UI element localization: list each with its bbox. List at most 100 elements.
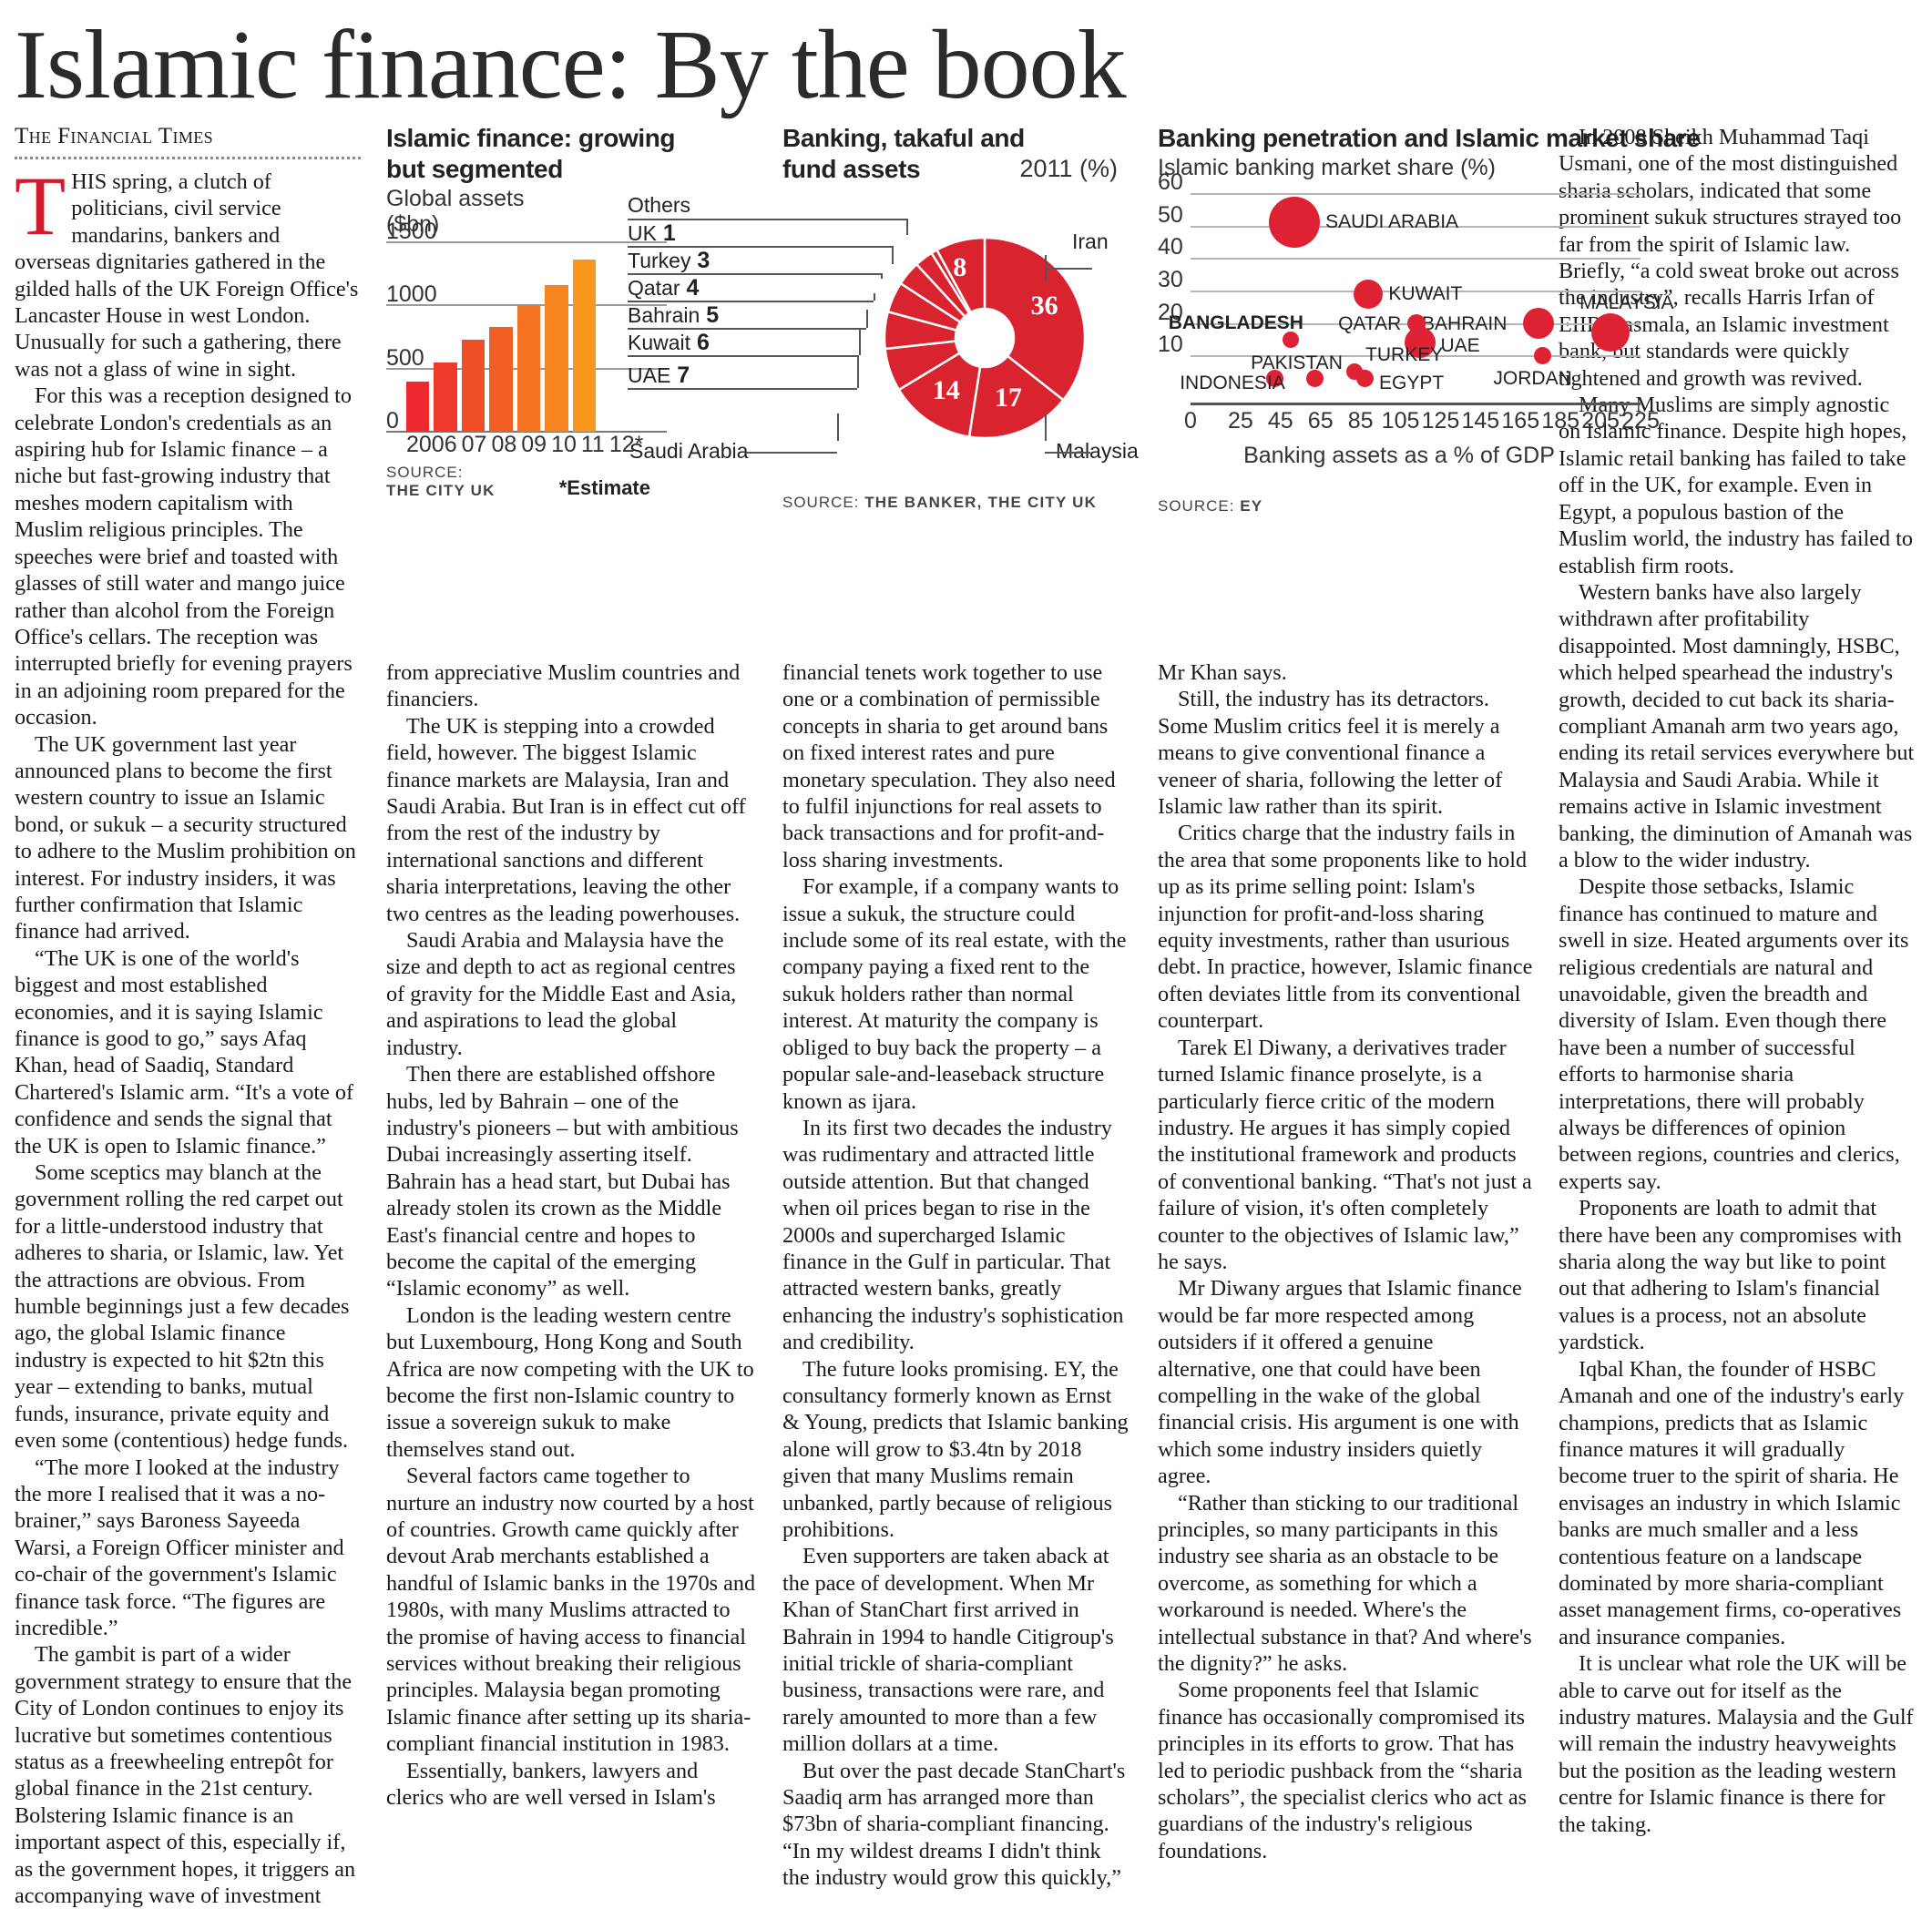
scatter-bubble[interactable] bbox=[1282, 331, 1299, 348]
scatter-point-label: TURKEY bbox=[1365, 344, 1444, 366]
scatter-point-label: KUWAIT bbox=[1388, 282, 1463, 304]
pie-leader-line bbox=[906, 219, 908, 235]
article-paragraph: “The UK is one of the world's biggest an… bbox=[15, 945, 354, 1159]
scatter-x-tick: 25 bbox=[1227, 408, 1253, 434]
pie-callout-value: 5 bbox=[700, 302, 720, 328]
bar-chart-bar[interactable] bbox=[434, 362, 457, 432]
bar-chart-x-tick: 11 bbox=[580, 432, 605, 457]
scatter-x-tick: 65 bbox=[1307, 408, 1334, 434]
pie-chart-title-line2: fund assets bbox=[782, 155, 921, 183]
bar-chart-y-tick: 500 bbox=[386, 344, 424, 371]
pie-leader-line bbox=[866, 310, 868, 328]
pie-slice[interactable] bbox=[967, 354, 1066, 440]
bar-chart-subtitle-line2: ($bn) bbox=[386, 211, 440, 237]
pie-callout: Kuwait 6 bbox=[628, 330, 710, 356]
bar-chart-x-axis: 2006 07 08 09 10 11 12* bbox=[386, 432, 643, 458]
pie-callout-label: UK bbox=[628, 221, 657, 245]
scatter-gridline bbox=[1191, 291, 1641, 292]
scatter-source-label: SOURCE: bbox=[1158, 497, 1235, 515]
scatter-bubble[interactable] bbox=[1405, 327, 1436, 359]
bar-chart-bars bbox=[406, 242, 596, 432]
scatter-chart-ylabel: Islamic banking market share (%) bbox=[1158, 155, 1496, 180]
pie-callout: Saudi Arabia bbox=[629, 439, 749, 463]
scatter-x-tick: 105 bbox=[1381, 408, 1420, 434]
bar-chart-plot: 1500 1000 500 0 bbox=[386, 219, 667, 434]
article-paragraph: “The more I looked at the industry the m… bbox=[15, 1455, 344, 1640]
scatter-point-label: PAKISTAN bbox=[1251, 352, 1343, 374]
scatter-x-tick: 125 bbox=[1421, 408, 1460, 434]
bar-chart-bar[interactable] bbox=[545, 285, 568, 432]
pie-chart-svg bbox=[883, 236, 1087, 440]
pie-callout: Others bbox=[628, 193, 690, 218]
pie-callout: Bahrain 5 bbox=[628, 302, 719, 329]
bar-chart-bar[interactable] bbox=[461, 339, 486, 432]
article-paragraph: Saudi Arabia and Malaysia have the size … bbox=[386, 928, 737, 1060]
pie-callout-label: UAE bbox=[628, 363, 671, 387]
pie-leader-line bbox=[1045, 413, 1047, 441]
article-paragraph: Some sceptics may blanch at the governme… bbox=[15, 1160, 350, 1454]
pie-callout-value: 3 bbox=[690, 248, 710, 273]
pie-leader-line bbox=[892, 246, 894, 264]
scatter-chart-source: SOURCE: EY bbox=[1158, 497, 1559, 516]
scatter-chart-plot: 10 20 30 40 50 60 0 25 45 65 85 105 125 145 165 185 205 2… bbox=[1158, 169, 1674, 468]
scatter-y-tick: 20 bbox=[1158, 299, 1183, 325]
scatter-x-tick: 145 bbox=[1461, 408, 1500, 434]
article-paragraph: The future looks promising. EY, the cons… bbox=[782, 1356, 1129, 1542]
pie-slice-value: 36 bbox=[1030, 290, 1058, 321]
scatter-bubble[interactable] bbox=[1265, 369, 1283, 387]
bar-chart-x-tick: 08 bbox=[491, 432, 517, 457]
pie-slice[interactable] bbox=[897, 351, 982, 439]
scatter-bubble[interactable] bbox=[1305, 369, 1324, 387]
pie-source-label: SOURCE: bbox=[782, 494, 860, 511]
pie-slice[interactable] bbox=[983, 236, 1087, 402]
scatter-bubble[interactable] bbox=[1269, 197, 1321, 249]
bar-chart-x-tick: 07 bbox=[461, 432, 487, 457]
pie-leader-line bbox=[746, 452, 837, 454]
bar-chart-bar[interactable] bbox=[406, 381, 430, 432]
pie-leader-line bbox=[837, 413, 839, 441]
scatter-point-label: EGYPT bbox=[1379, 373, 1445, 394]
bar-chart-bar[interactable] bbox=[572, 260, 596, 432]
article-paragraph: Mr Diwany argues that Islamic finance wo… bbox=[1158, 1276, 1522, 1489]
scatter-bubble[interactable] bbox=[1523, 307, 1555, 339]
pie-callout-label: Qatar bbox=[628, 276, 680, 300]
pie-callout: UAE 7 bbox=[628, 362, 690, 389]
pie-callout-value: 6 bbox=[690, 330, 710, 355]
article-paragraph: financial tenets work together to use on… bbox=[782, 660, 1116, 873]
column-4: Mr Khan says. Still, the industry has it… bbox=[1158, 659, 1559, 1864]
pie-slice-value: 17 bbox=[994, 382, 1022, 413]
scatter-x-axis-label: Banking assets as a % of GDP bbox=[1243, 443, 1555, 468]
article-paragraph: Western banks have also largely withdraw… bbox=[1559, 579, 1915, 873]
bar-chart-bar[interactable] bbox=[489, 326, 513, 432]
article-paragraph: Still, the industry has its detractors. … bbox=[1158, 687, 1503, 820]
pie-callout-value: 1 bbox=[656, 220, 676, 246]
scatter-bubble[interactable] bbox=[1355, 369, 1374, 387]
scatter-point-label: BAHRAIN bbox=[1422, 312, 1508, 334]
article-paragraph: In its first two decades the industry wa… bbox=[782, 1115, 1124, 1355]
pie-callout: Iran bbox=[1072, 230, 1109, 253]
pie-slice[interactable] bbox=[935, 236, 986, 314]
scatter-chart-panel: Banking penetration and Islamic market s… bbox=[1158, 124, 1701, 516]
pie-leader-line bbox=[1045, 452, 1090, 454]
article-paragraph: Then there are established offshore hubs… bbox=[386, 1062, 739, 1302]
scatter-bubble[interactable] bbox=[1354, 279, 1384, 309]
bar-chart-panel: Islamic finance: growing but segmented G… bbox=[386, 124, 782, 500]
scatter-bubble[interactable] bbox=[1591, 313, 1630, 352]
article-paragraph: Many Muslims are simply agnostic on Isla… bbox=[1559, 393, 1913, 578]
scatter-x-tick: 0 bbox=[1184, 408, 1197, 434]
newspaper-page: Islamic finance: By the book The Financi… bbox=[0, 16, 1932, 1908]
scatter-point-label: SAUDI ARABIA bbox=[1325, 211, 1459, 233]
pie-leader-line bbox=[628, 301, 874, 302]
scatter-chart-title: Banking penetration and Islamic market s… bbox=[1158, 124, 1701, 152]
article-paragraph: “Rather than sticking to our traditional… bbox=[1158, 1490, 1532, 1677]
bar-chart-bar[interactable] bbox=[516, 305, 541, 432]
article-paragraph: The UK government last year announced pl… bbox=[15, 731, 356, 944]
article-paragraph: Several factors came together to nurture… bbox=[386, 1464, 756, 1757]
bar-chart-title-line2: but segmented bbox=[386, 155, 563, 183]
pie-slice-value: 14 bbox=[932, 375, 960, 406]
pie-leader-line bbox=[628, 273, 881, 275]
article-paragraph: But over the past decade StanChart's Saa… bbox=[782, 1758, 1126, 1891]
scatter-y-tick: 40 bbox=[1158, 234, 1183, 260]
scatter-bubble[interactable] bbox=[1533, 346, 1551, 364]
pie-callout-label: Kuwait bbox=[628, 331, 691, 354]
